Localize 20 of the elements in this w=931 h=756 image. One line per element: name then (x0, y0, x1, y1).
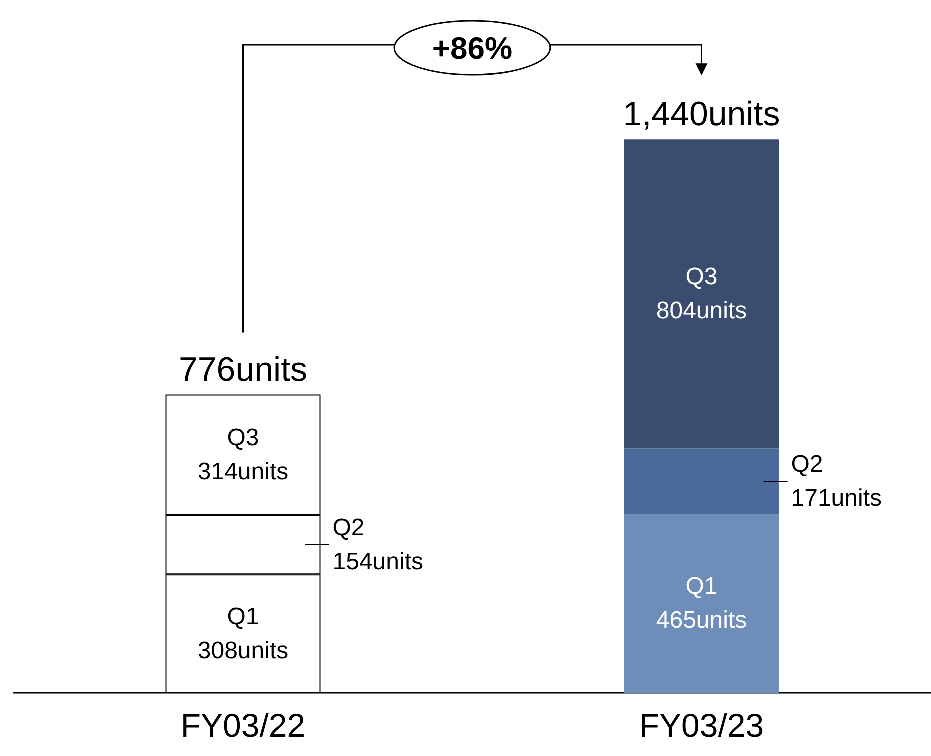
data-label: 171units (791, 484, 882, 512)
bar (624, 514, 780, 693)
bar (624, 140, 780, 449)
x-tick-label: FY03/22 (180, 707, 306, 744)
text: Q1 (686, 573, 718, 600)
series-label: Q3 (227, 424, 260, 452)
total-label: 776units (178, 350, 308, 389)
series-label: Q1 (227, 603, 260, 630)
text: +86% (432, 31, 513, 66)
data-label: 804units (656, 298, 748, 325)
data-label: 314units (198, 458, 289, 486)
data-label: 308units (198, 637, 289, 664)
text: Q2 (332, 514, 365, 542)
x-tick-label: FY03/23 (639, 707, 764, 744)
total-label: 1,440units (623, 96, 780, 134)
bar (624, 448, 780, 514)
text: Q3 (686, 264, 718, 291)
data-label: 154units (332, 548, 424, 576)
data-label: 465units (656, 607, 748, 634)
series-label: Q2 (791, 450, 824, 478)
